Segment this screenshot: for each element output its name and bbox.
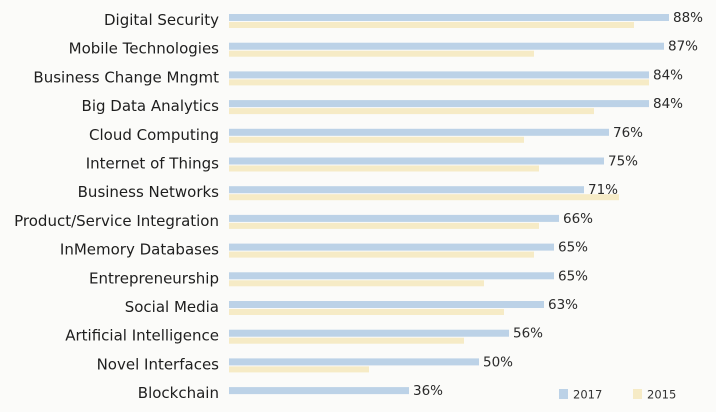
value-label: 66% (563, 211, 593, 227)
category-label: Entrepreneurship (89, 269, 219, 287)
value-label: 65% (558, 268, 588, 284)
value-label: 50% (483, 354, 513, 370)
legend-swatch-2015 (633, 389, 642, 399)
value-label: 76% (613, 125, 643, 141)
bar-2017 (229, 243, 554, 251)
legend-label-2015: 2015 (647, 388, 676, 402)
bar-2017 (229, 272, 554, 280)
bar-2017 (229, 186, 584, 194)
bar-2015 (229, 79, 649, 86)
bar-2017 (229, 301, 544, 308)
value-label: 87% (668, 39, 698, 55)
bar-2015 (229, 108, 594, 115)
value-label: 75% (608, 154, 638, 170)
chart-rows: Digital Security 88% Mobile Technologies 87… (14, 10, 703, 402)
category-label: Blockchain (138, 384, 219, 402)
bar-2015 (229, 337, 464, 344)
bar-2017 (229, 128, 609, 136)
value-label: 36% (413, 383, 443, 399)
category-label: Product/Service Integration (14, 212, 219, 230)
category-label: Business Networks (78, 183, 220, 201)
value-label: 88% (673, 10, 703, 26)
bar-2015 (229, 222, 539, 229)
category-label: Mobile Technologies (69, 40, 220, 58)
bar-2015 (229, 22, 634, 28)
bar-2017 (229, 157, 604, 165)
bar-2015 (229, 136, 524, 143)
bar-2015 (229, 165, 539, 172)
bar-2015 (229, 50, 534, 57)
bar-2017 (229, 358, 479, 366)
category-label: Internet of Things (86, 155, 219, 173)
bar-2017 (229, 42, 664, 50)
bar-2017 (229, 71, 649, 79)
category-label: Business Change Mngmt (33, 68, 219, 86)
category-label: Social Media (125, 298, 219, 316)
bar-2015 (229, 280, 484, 287)
category-label: Digital Security (104, 11, 219, 29)
bar-2017 (229, 214, 559, 222)
value-label: 84% (653, 96, 683, 112)
category-label: Big Data Analytics (82, 97, 220, 115)
bar-2015 (229, 251, 534, 258)
bar-2017 (229, 100, 649, 108)
value-label: 84% (653, 67, 683, 83)
chart-legend: 2017 2015 (559, 388, 676, 402)
category-label: Cloud Computing (89, 126, 219, 144)
value-label: 56% (513, 326, 543, 342)
category-label: Novel Interfaces (97, 355, 220, 373)
bar-2015 (229, 366, 369, 373)
value-label: 65% (558, 240, 588, 256)
value-label: 63% (548, 297, 578, 313)
category-label: InMemory Databases (60, 241, 219, 259)
bar-2017 (229, 14, 669, 21)
bar-2017 (229, 387, 409, 395)
legend-label-2017: 2017 (573, 388, 602, 402)
category-label: Artificial Intelligence (65, 327, 219, 345)
bar-2015 (229, 194, 619, 201)
legend-swatch-2017 (559, 389, 568, 399)
bar-2017 (229, 329, 509, 337)
bar-2015 (229, 309, 504, 315)
